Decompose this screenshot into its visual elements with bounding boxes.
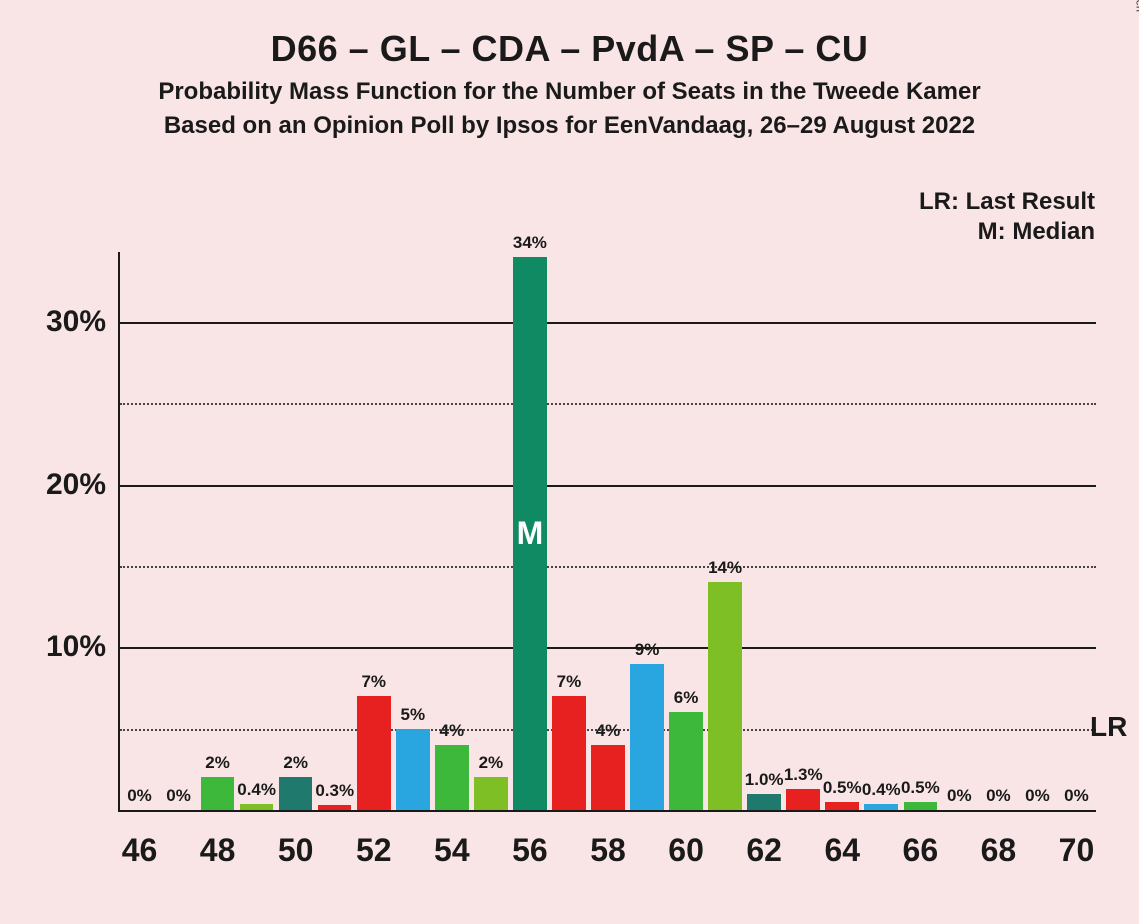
bar: 4% [435, 745, 469, 810]
bar: 7% [357, 696, 391, 810]
x-tick-label: 64 [824, 832, 860, 869]
bar: 0.4% [864, 804, 898, 811]
x-tick-label: 54 [434, 832, 470, 869]
bar-value-label: 0% [127, 786, 152, 810]
grid-major [120, 322, 1096, 324]
bar-value-label: 34% [513, 233, 547, 257]
last-result-marker: LR [1090, 711, 1127, 743]
bar: 9% [630, 664, 664, 810]
chart-title: D66 – GL – CDA – PvdA – SP – CU [0, 28, 1139, 70]
bar-value-label: 14% [708, 558, 742, 582]
bar-value-label: 5% [400, 705, 425, 729]
bar-value-label: 2% [205, 753, 230, 777]
bar-value-label: 0% [1064, 786, 1089, 810]
plot-area: 10%20%30%464850525456586062646668700%0%2… [120, 252, 1096, 810]
bar-value-label: 0% [1025, 786, 1050, 810]
grid-minor [120, 403, 1096, 405]
bar: 1.0% [747, 794, 781, 810]
bar: 14% [708, 582, 742, 810]
bar-value-label: 4% [596, 721, 621, 745]
bar: 2% [201, 777, 235, 810]
chart-container: D66 – GL – CDA – PvdA – SP – CU Probabil… [0, 0, 1139, 924]
x-tick-label: 58 [590, 832, 626, 869]
x-tick-label: 62 [746, 832, 782, 869]
bar: 5% [396, 729, 430, 810]
grid-major [120, 647, 1096, 649]
bar: 0.3% [318, 805, 352, 810]
titles: D66 – GL – CDA – PvdA – SP – CU Probabil… [0, 0, 1139, 140]
legend-lr: LR: Last Result [919, 188, 1095, 216]
x-tick-label: 68 [981, 832, 1017, 869]
bar-value-label: 0.4% [237, 780, 276, 804]
legend: LR: Last Result M: Median [919, 186, 1095, 248]
bar-value-label: 0% [986, 786, 1011, 810]
bar-value-label: 0% [947, 786, 972, 810]
y-axis-line [118, 252, 120, 810]
bar-value-label: 1.0% [745, 770, 784, 794]
bar-value-label: 0.5% [901, 778, 940, 802]
x-tick-label: 50 [278, 832, 314, 869]
median-marker: M [517, 515, 544, 552]
bar-value-label: 6% [674, 688, 699, 712]
x-tick-label: 56 [512, 832, 548, 869]
bar-value-label: 7% [557, 672, 582, 696]
x-ticks: 46 48 50 52 54 56 58 60 62 64 66 68 70 [120, 832, 1096, 882]
x-tick-label: 46 [122, 832, 158, 869]
bar-value-label: 2% [479, 753, 504, 777]
bar: 2% [474, 777, 508, 810]
x-axis-line [118, 810, 1096, 812]
chart-subtitle: Probability Mass Function for the Number… [0, 78, 1139, 106]
x-tick-label: 48 [200, 832, 236, 869]
bar: 2% [279, 777, 313, 810]
grid-minor [120, 566, 1096, 568]
bar: 7% [552, 696, 586, 810]
bar: 34%M [513, 257, 547, 810]
y-tick-label: 20% [46, 468, 106, 502]
y-tick-label: 10% [46, 630, 106, 664]
x-tick-label: 66 [903, 832, 939, 869]
bar: 4% [591, 745, 625, 810]
bar-value-label: 0.4% [862, 780, 901, 804]
x-tick-label: 52 [356, 832, 392, 869]
grid-major [120, 485, 1096, 487]
bar-value-label: 0.5% [823, 778, 862, 802]
bar-value-label: 1.3% [784, 765, 823, 789]
copyright-text: © 2022 Filip van Laenen [1133, 0, 1139, 12]
bar: 1.3% [786, 789, 820, 810]
legend-m: M: Median [919, 218, 1095, 246]
bar: 0.5% [825, 802, 859, 810]
bar-value-label: 0% [166, 786, 191, 810]
bar-value-label: 0.3% [315, 781, 354, 805]
x-tick-label: 70 [1059, 832, 1095, 869]
bar-value-label: 9% [635, 640, 660, 664]
chart-subtitle-2: Based on an Opinion Poll by Ipsos for Ee… [0, 112, 1139, 140]
x-tick-label: 60 [668, 832, 704, 869]
bar-value-label: 4% [440, 721, 465, 745]
bar-value-label: 7% [361, 672, 386, 696]
bar-value-label: 2% [283, 753, 308, 777]
bar: 0.5% [904, 802, 938, 810]
y-tick-label: 30% [46, 305, 106, 339]
bar: 0.4% [240, 804, 274, 811]
bar: 6% [669, 712, 703, 810]
